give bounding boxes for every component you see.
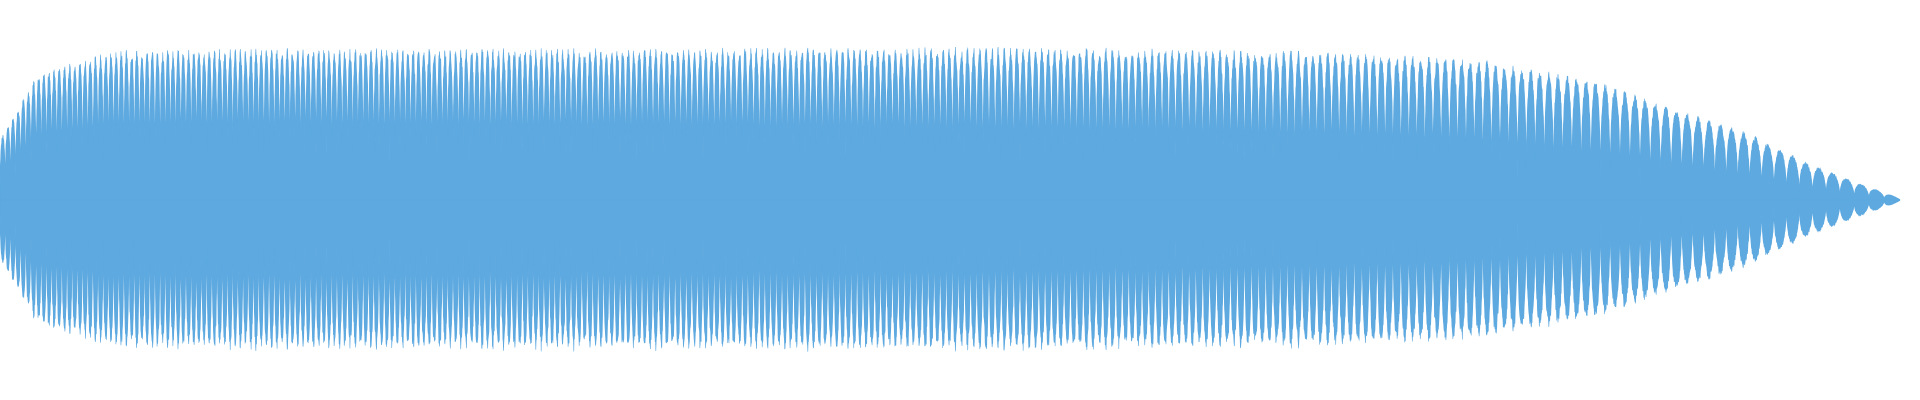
audio-waveform	[0, 47, 1901, 352]
waveform-graphic	[0, 47, 1901, 352]
